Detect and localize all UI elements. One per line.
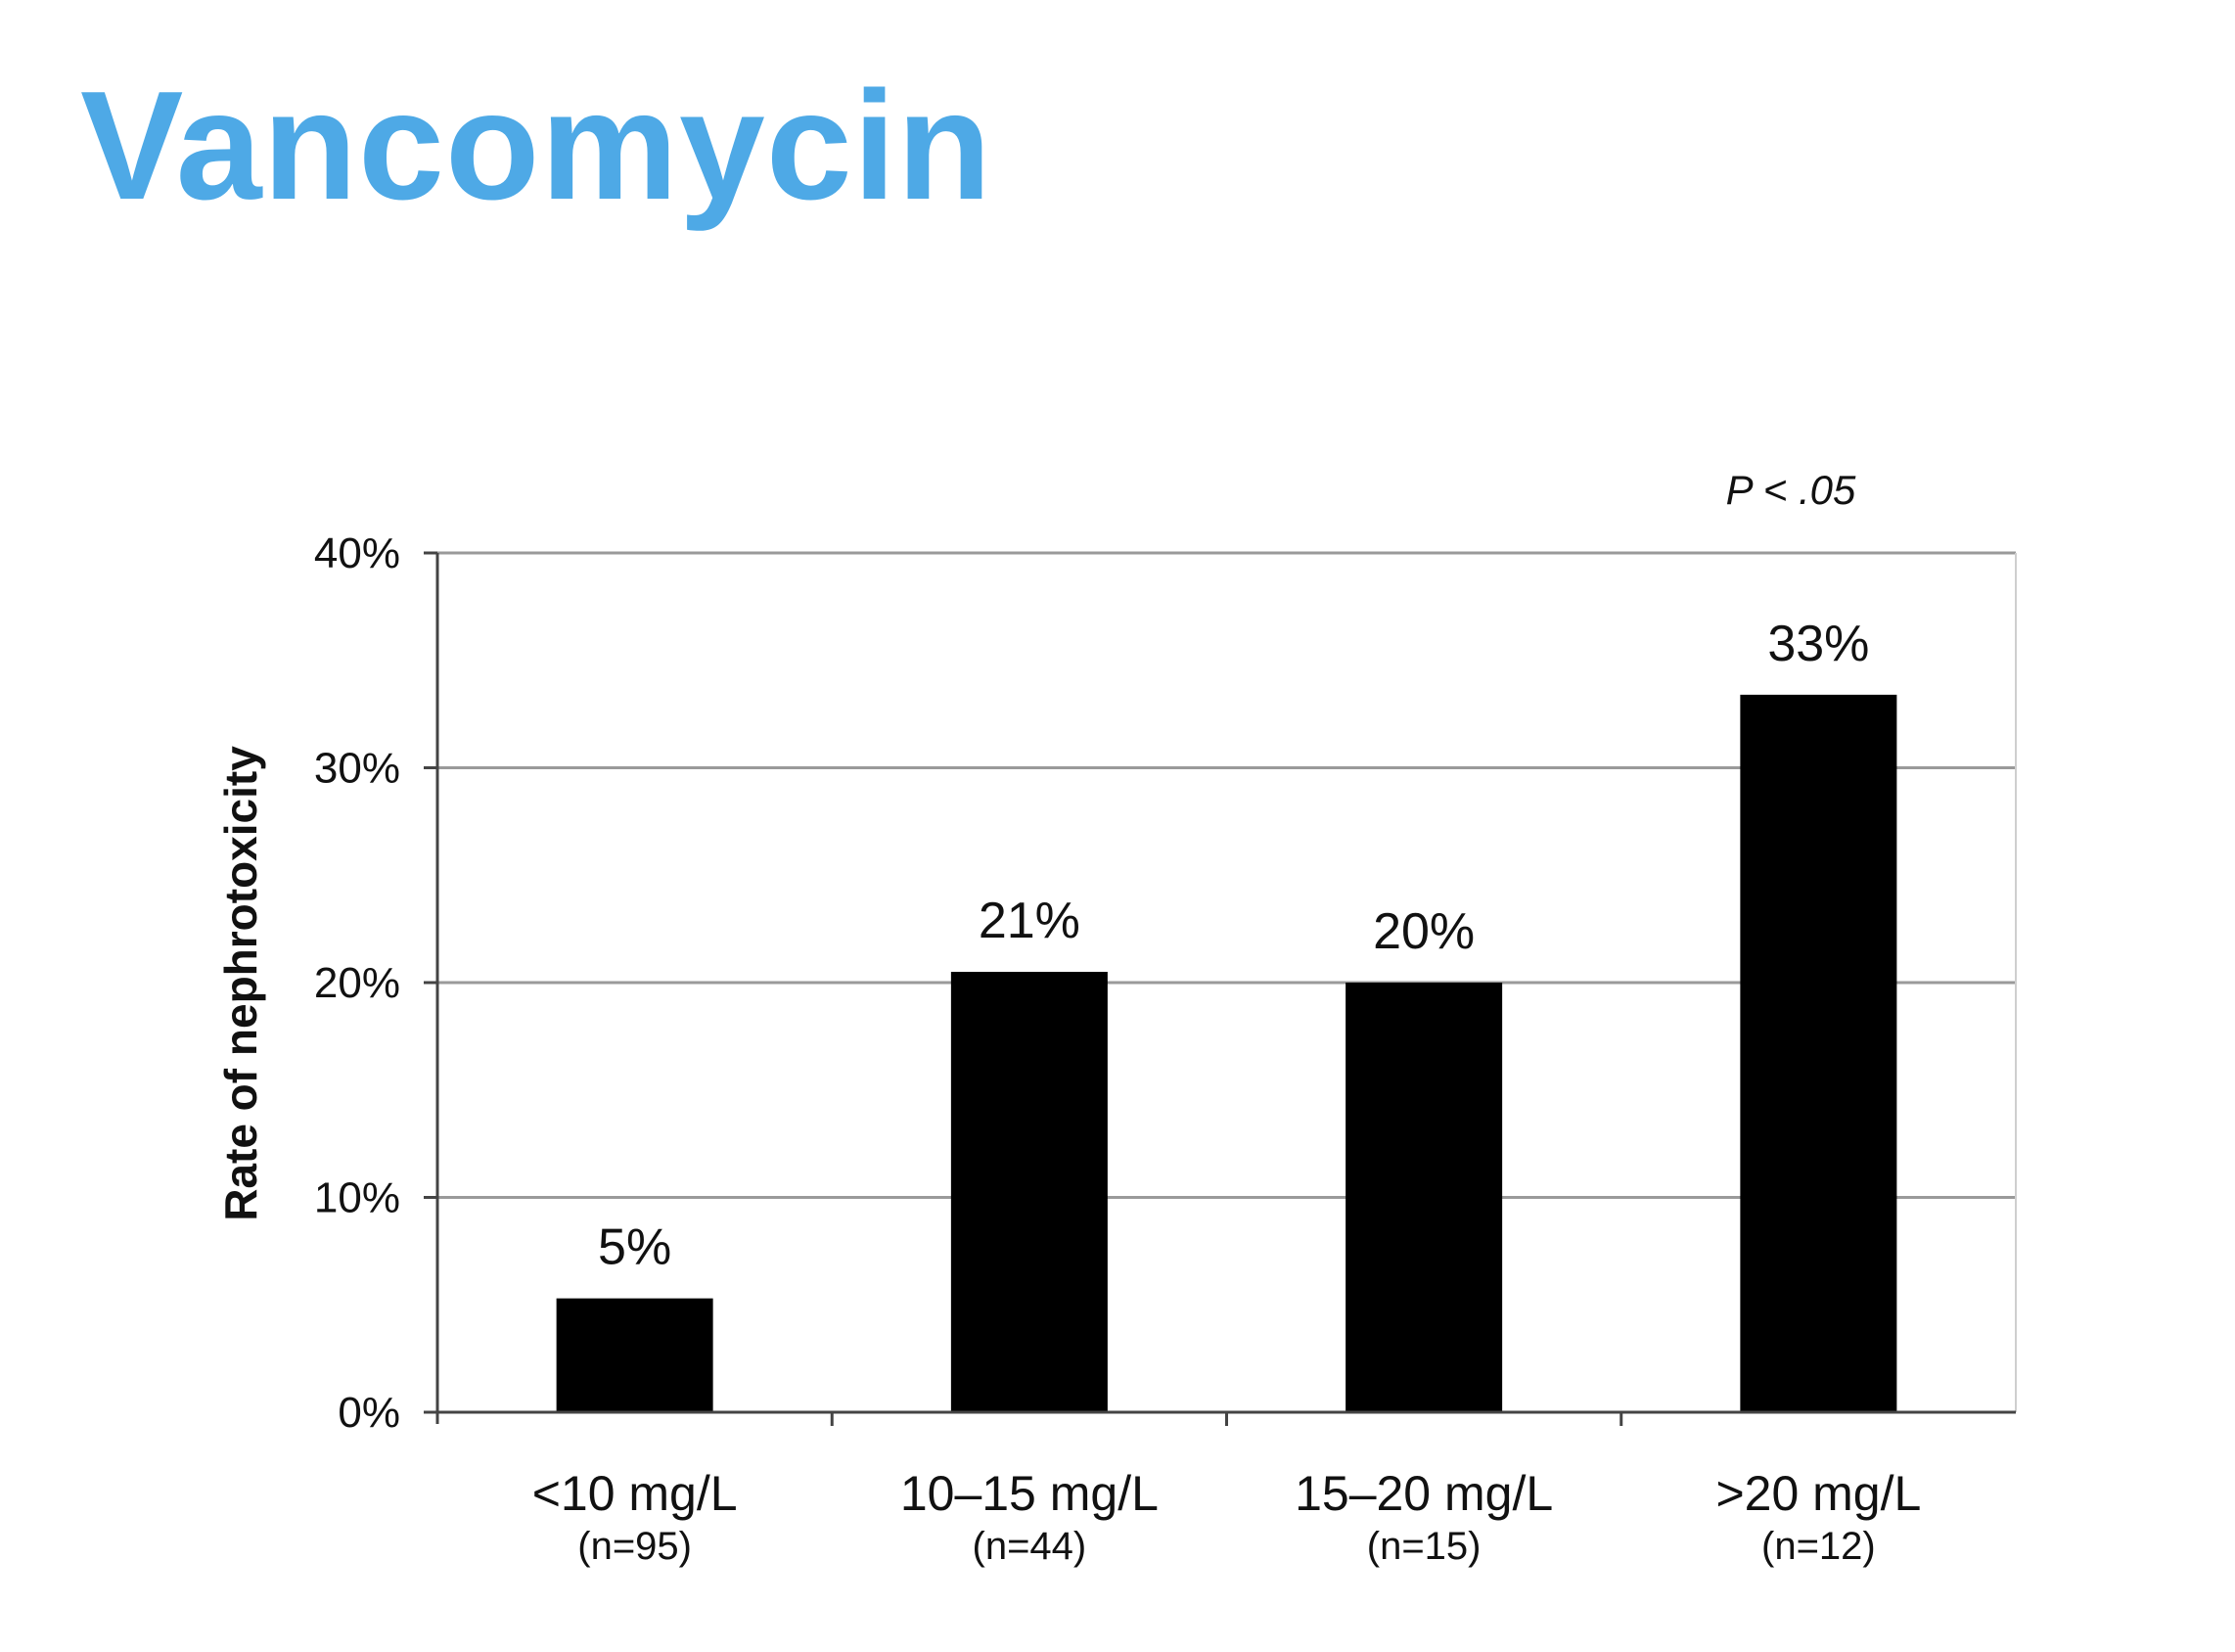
bar [1740,694,1897,1412]
significance-annotation: P < .05 [1726,467,1856,513]
x-category-label: >20 mg/L [1715,1466,1921,1521]
y-tick-label: 40% [314,529,400,577]
y-axis-label: Rate of nephrotoxicity [215,746,266,1221]
bar [950,972,1108,1412]
x-sample-size-label: (n=15) [1367,1525,1482,1568]
x-sample-size-label: (n=44) [973,1525,1087,1568]
bar-data-label: 33% [1767,616,1869,672]
x-category-label: 10–15 mg/L [900,1466,1159,1521]
bar [556,1298,713,1412]
x-sample-size-label: (n=95) [577,1525,692,1568]
y-tick-label: 20% [314,959,400,1007]
bars [556,694,1897,1412]
axes [424,551,2017,1426]
y-tick-label: 30% [314,745,400,793]
bar [1346,983,1503,1412]
bar-data-label: 5% [598,1219,671,1276]
labels: 0% 10% 20% 30% 40% 5% <10 mg/L(n=95) 21% 10–15 m… [314,529,1921,1568]
x-category-label: 15–20 mg/L [1295,1466,1553,1521]
slide-title: Vancomycin [80,60,993,232]
bar-data-label: 20% [1373,903,1475,960]
y-tick-label: 0% [338,1389,400,1437]
x-category-label: <10 mg/L [532,1466,738,1521]
bar-data-label: 21% [979,893,1080,949]
y-tick-label: 10% [314,1174,400,1222]
x-sample-size-label: (n=12) [1761,1525,1876,1568]
